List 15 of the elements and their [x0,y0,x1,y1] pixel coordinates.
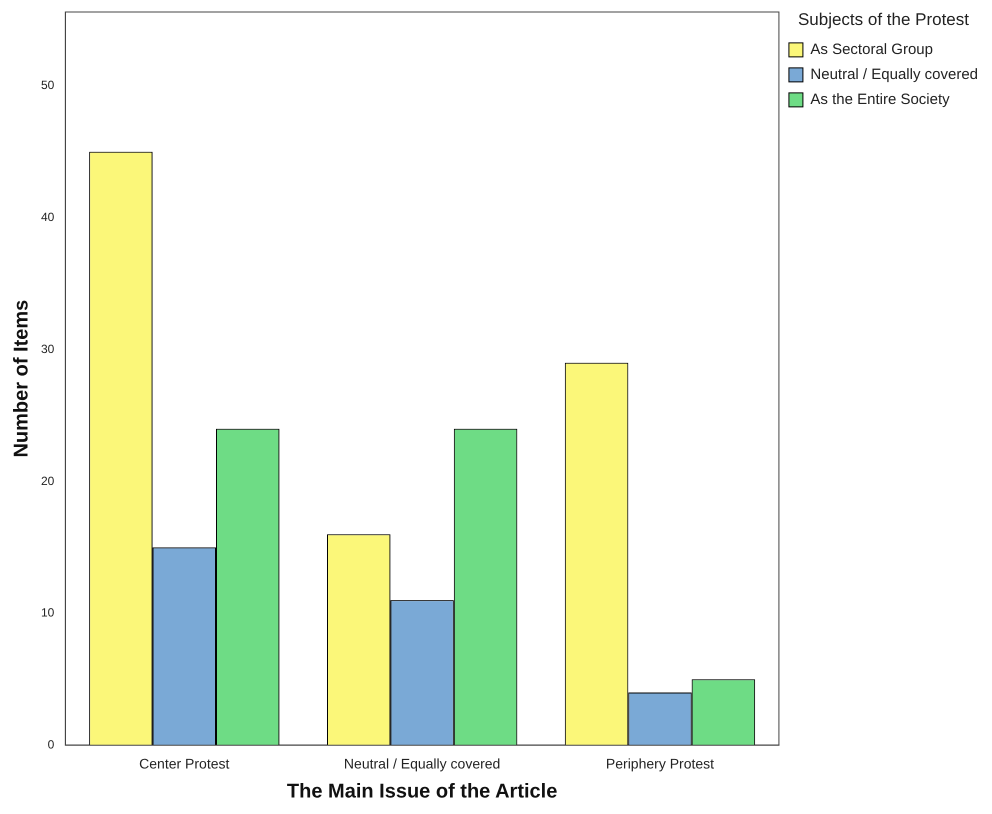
y-tick-label: 10 [40,606,55,620]
y-tick-label: 30 [40,342,55,356]
legend-label: Neutral / Equally covered [810,66,978,84]
y-tick-label: 40 [40,210,55,224]
x-tick-label: Center Protest [139,755,230,772]
x-tick-label: Periphery Protest [606,755,714,772]
x-axis-title: The Main Issue of the Article [286,780,558,803]
legend-title: Subjects of the Protest [798,10,970,30]
y-tick-label: 50 [40,78,55,92]
y-tick-label: 0 [48,738,55,752]
x-tick-label: Neutral / Equally covered [344,755,500,772]
legend-label: As the Entire Society [810,91,950,108]
y-axis-title: Number of Items [10,300,33,458]
y-tick-label: 20 [40,474,55,488]
legend-label: As Sectoral Group [810,41,933,58]
